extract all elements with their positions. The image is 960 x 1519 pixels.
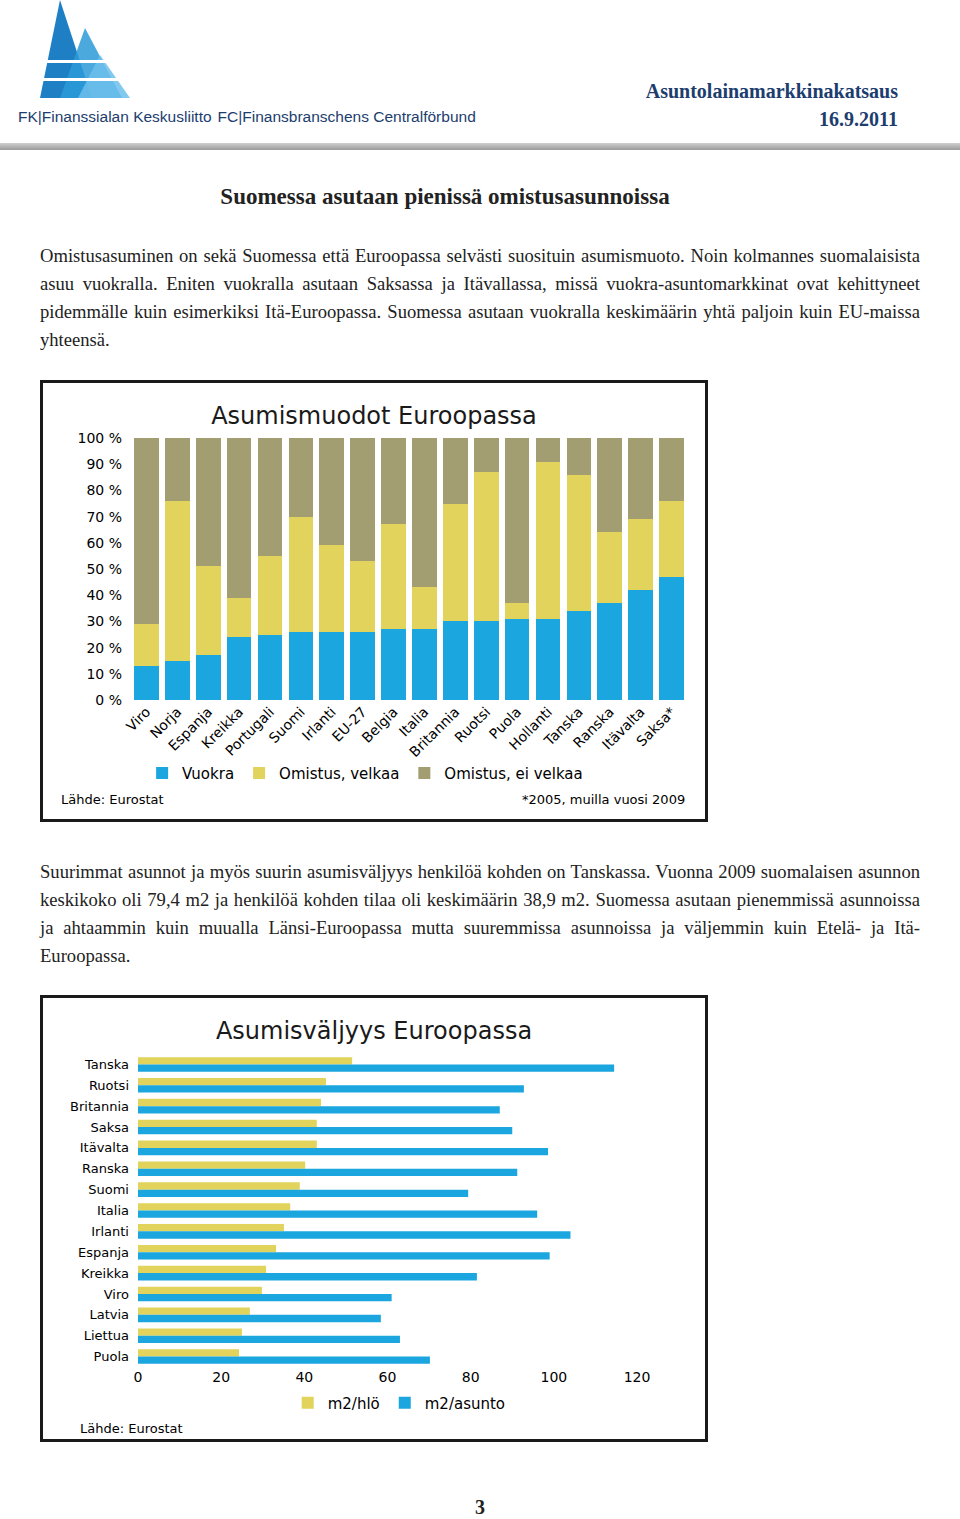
svg-text:Italia: Italia — [396, 704, 432, 740]
svg-text:10 %: 10 % — [86, 666, 122, 682]
svg-text:Omistus, velkaa: Omistus, velkaa — [279, 765, 399, 783]
svg-text:Ruotsi: Ruotsi — [451, 704, 493, 746]
svg-text:m2/asunto: m2/asunto — [425, 1395, 505, 1413]
svg-text:Viro: Viro — [104, 1287, 129, 1302]
svg-text:Ruotsi: Ruotsi — [89, 1078, 129, 1093]
svg-text:Omistus, ei velkaa: Omistus, ei velkaa — [444, 765, 582, 783]
svg-text:Asumisväljyys Euroopassa: Asumisväljyys Euroopassa — [216, 1017, 532, 1045]
html-text:Omistusasuminen on sekä Suomes: Omistusasuminen on sekä Suomessa että Eu… — [40, 245, 920, 350]
svg-text:60 %: 60 % — [86, 535, 122, 551]
svg-text:Liettua: Liettua — [84, 1328, 129, 1343]
svg-text:100 %: 100 % — [78, 430, 122, 446]
svg-text:Puola: Puola — [94, 1349, 129, 1364]
svg-text:80: 80 — [462, 1369, 480, 1385]
html-text:Asuntolainamarkkinakatsaus: Asuntolainamarkkinakatsaus — [645, 80, 898, 102]
svg-text:Tanska: Tanska — [84, 1057, 129, 1072]
svg-text:Viro: Viro — [123, 704, 154, 735]
svg-text:Espanja: Espanja — [165, 704, 215, 754]
svg-text:Suomi: Suomi — [88, 1182, 129, 1197]
svg-text:0 %: 0 % — [95, 692, 122, 708]
svg-text:Ranska: Ranska — [570, 704, 617, 751]
svg-text:EU-27: EU-27 — [329, 704, 370, 745]
svg-text:Suomi: Suomi — [266, 704, 308, 746]
svg-text:40: 40 — [295, 1369, 313, 1385]
svg-text:Ranska: Ranska — [82, 1161, 129, 1176]
svg-text:Irlanti: Irlanti — [299, 704, 339, 744]
svg-text:40 %: 40 % — [86, 587, 122, 603]
svg-text:80 %: 80 % — [86, 482, 122, 498]
svg-text:120: 120 — [624, 1369, 651, 1385]
svg-text:m2/hlö: m2/hlö — [328, 1395, 380, 1413]
html-text:16.9.2011: 16.9.2011 — [819, 108, 898, 130]
svg-text:Lähde: Eurostat: Lähde: Eurostat — [61, 792, 164, 807]
svg-text:Tanska: Tanska — [540, 704, 586, 750]
svg-text:100: 100 — [540, 1369, 567, 1385]
svg-text:Irlanti: Irlanti — [91, 1224, 129, 1239]
svg-text:20 %: 20 % — [86, 640, 122, 656]
svg-text:90 %: 90 % — [86, 456, 122, 472]
svg-text:Espanja: Espanja — [78, 1245, 129, 1260]
svg-text:Latvia: Latvia — [89, 1307, 129, 1322]
svg-text:Saksa: Saksa — [91, 1120, 130, 1135]
svg-text:60: 60 — [379, 1369, 397, 1385]
svg-text:Portugali: Portugali — [222, 704, 277, 759]
svg-text:Kreikka: Kreikka — [198, 704, 246, 752]
html-text:3: 3 — [475, 1496, 485, 1518]
svg-text:Britannia: Britannia — [70, 1099, 129, 1114]
svg-text:Puola: Puola — [486, 704, 524, 742]
svg-text:Norja: Norja — [147, 704, 185, 742]
svg-text:30 %: 30 % — [86, 613, 122, 629]
svg-text:50 %: 50 % — [86, 561, 122, 577]
html-text:Suurimmat asunnot ja myös suur: Suurimmat asunnot ja myös suurin asumisv… — [40, 861, 920, 966]
svg-text:Britannia: Britannia — [406, 704, 462, 760]
svg-text:Hollanti: Hollanti — [506, 704, 555, 753]
svg-text:Asumismuodot Euroopassa: Asumismuodot Euroopassa — [211, 402, 537, 430]
svg-text:Belgia: Belgia — [359, 704, 401, 746]
svg-text:*2005, muilla vuosi 2009: *2005, muilla vuosi 2009 — [522, 792, 685, 807]
svg-text:70 %: 70 % — [86, 509, 122, 525]
svg-text:Italia: Italia — [97, 1203, 129, 1218]
svg-text:Itävalta: Itävalta — [80, 1140, 129, 1155]
svg-text:Lähde: Eurostat: Lähde: Eurostat — [80, 1421, 183, 1436]
svg-text:Itävalta: Itävalta — [599, 704, 648, 753]
svg-text:0: 0 — [134, 1369, 143, 1385]
html-text:FK|Finanssialan Keskusliitto F: FK|Finanssialan Keskusliitto FC|Finansbr… — [18, 108, 476, 125]
svg-text:Kreikka: Kreikka — [81, 1266, 129, 1281]
svg-text:Saksa*: Saksa* — [633, 704, 679, 750]
svg-text:Vuokra: Vuokra — [182, 765, 234, 783]
svg-text:20: 20 — [212, 1369, 230, 1385]
html-text:Suomessa asutaan pienissä omis: Suomessa asutaan pienissä omistusasunnoi… — [220, 184, 670, 209]
